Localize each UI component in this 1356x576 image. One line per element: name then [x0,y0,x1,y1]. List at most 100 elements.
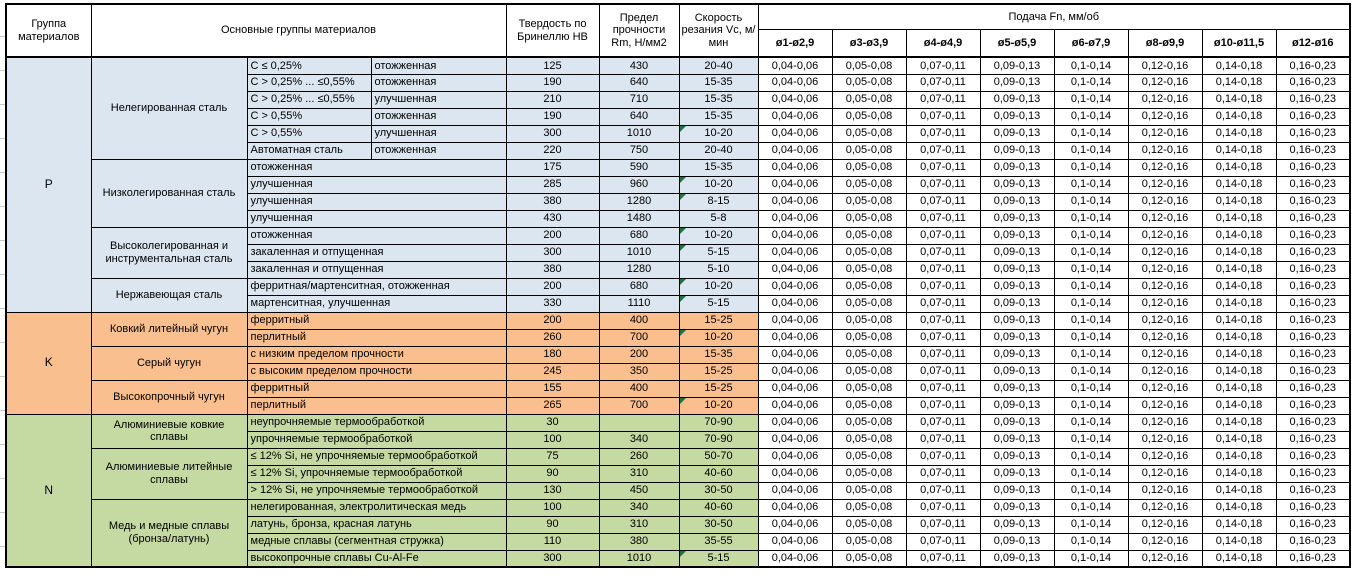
feed-value-cell[interactable]: 0,16-0,23 [1275,56,1351,75]
feed-value-cell[interactable]: 0,12-0,16 [1127,379,1203,398]
cutting-speed-cell[interactable]: 10-20 [678,396,759,415]
feed-value-cell[interactable]: 0,12-0,16 [1127,107,1203,126]
feed-value-cell[interactable]: 0,1-0,14 [1053,209,1129,228]
material-description-cell[interactable]: ≤ 12% Si, упрочняемые термообработкой [246,464,507,483]
strength-cell[interactable]: 1010 [598,549,680,568]
material-condition-cell[interactable]: C > 0,55% [246,124,372,143]
feed-value-cell[interactable]: 0,05-0,08 [831,515,907,534]
feed-value-cell[interactable]: 0,1-0,14 [1053,413,1129,432]
col-header-cutting-speed[interactable]: Скорость резания Vc, м/мин [678,3,759,58]
hardness-cell[interactable]: 245 [505,362,600,381]
feed-value-cell[interactable]: 0,07-0,11 [905,90,981,109]
feed-value-cell[interactable]: 0,09-0,13 [979,277,1055,296]
feed-value-cell[interactable]: 0,09-0,13 [979,328,1055,347]
feed-value-cell[interactable]: 0,14-0,18 [1201,328,1277,347]
material-condition-cell[interactable]: C > 0,25% ... ≤0,55% [246,90,372,109]
feed-value-cell[interactable]: 0,09-0,13 [979,226,1055,245]
feed-value-cell[interactable]: 0,14-0,18 [1201,396,1277,415]
feed-value-cell[interactable]: 0,12-0,16 [1127,56,1203,75]
col-header-strength[interactable]: Предел прочности Rm, Н/мм2 [598,3,680,58]
feed-value-cell[interactable]: 0,05-0,08 [831,192,907,211]
feed-value-cell[interactable]: 0,09-0,13 [979,515,1055,534]
feed-value-cell[interactable]: 0,14-0,18 [1201,345,1277,364]
feed-value-cell[interactable]: 0,04-0,06 [757,158,833,177]
feed-value-cell[interactable]: 0,16-0,23 [1275,549,1351,568]
material-description-cell[interactable]: улучшенная [246,175,507,194]
col-header-diameter-6[interactable]: ø8-ø9,9 [1127,28,1203,58]
col-header-diameter-4[interactable]: ø5-ø5,9 [979,28,1055,58]
feed-value-cell[interactable]: 0,12-0,16 [1127,226,1203,245]
material-state-cell[interactable]: отожженная [370,56,507,75]
feed-value-cell[interactable]: 0,05-0,08 [831,56,907,75]
hardness-cell[interactable]: 190 [505,107,600,126]
cutting-speed-cell[interactable]: 15-35 [678,107,759,126]
material-description-cell[interactable]: неупрочняемые термообработкой [246,413,507,432]
feed-value-cell[interactable]: 0,05-0,08 [831,294,907,313]
hardness-cell[interactable]: 200 [505,277,600,296]
strength-cell[interactable] [598,413,680,432]
feed-value-cell[interactable]: 0,04-0,06 [757,532,833,551]
feed-value-cell[interactable]: 0,05-0,08 [831,260,907,279]
feed-value-cell[interactable]: 0,07-0,11 [905,311,981,330]
feed-value-cell[interactable]: 0,04-0,06 [757,447,833,466]
cutting-speed-cell[interactable]: 30-50 [678,481,759,500]
feed-value-cell[interactable]: 0,09-0,13 [979,345,1055,364]
col-header-feed[interactable]: Подача Fn, мм/об [757,3,1351,30]
feed-value-cell[interactable]: 0,09-0,13 [979,124,1055,143]
col-header-material-group[interactable]: Группа материалов [5,3,92,58]
feed-value-cell[interactable]: 0,12-0,16 [1127,515,1203,534]
feed-value-cell[interactable]: 0,05-0,08 [831,226,907,245]
strength-cell[interactable]: 260 [598,447,680,466]
material-condition-cell[interactable]: Автоматная сталь [246,141,372,160]
feed-value-cell[interactable]: 0,09-0,13 [979,549,1055,568]
strength-cell[interactable]: 1010 [598,124,680,143]
cutting-speed-cell[interactable]: 50-70 [678,447,759,466]
feed-value-cell[interactable]: 0,04-0,06 [757,107,833,126]
feed-value-cell[interactable]: 0,09-0,13 [979,141,1055,160]
feed-value-cell[interactable]: 0,1-0,14 [1053,481,1129,500]
cutting-speed-cell[interactable]: 15-35 [678,90,759,109]
feed-value-cell[interactable]: 0,04-0,06 [757,124,833,143]
feed-value-cell[interactable]: 0,14-0,18 [1201,226,1277,245]
strength-cell[interactable]: 340 [598,430,680,449]
feed-value-cell[interactable]: 0,07-0,11 [905,73,981,92]
hardness-cell[interactable]: 380 [505,192,600,211]
feed-value-cell[interactable]: 0,04-0,06 [757,464,833,483]
hardness-cell[interactable]: 175 [505,158,600,177]
feed-value-cell[interactable]: 0,16-0,23 [1275,430,1351,449]
feed-value-cell[interactable]: 0,14-0,18 [1201,413,1277,432]
strength-cell[interactable]: 750 [598,141,680,160]
hardness-cell[interactable]: 260 [505,328,600,347]
feed-value-cell[interactable]: 0,1-0,14 [1053,345,1129,364]
feed-value-cell[interactable]: 0,1-0,14 [1053,532,1129,551]
feed-value-cell[interactable]: 0,16-0,23 [1275,532,1351,551]
feed-value-cell[interactable]: 0,12-0,16 [1127,124,1203,143]
material-description-cell[interactable]: отожженная [246,158,507,177]
cutting-speed-cell[interactable]: 40-60 [678,498,759,517]
feed-value-cell[interactable]: 0,05-0,08 [831,328,907,347]
feed-value-cell[interactable]: 0,09-0,13 [979,362,1055,381]
feed-value-cell[interactable]: 0,04-0,06 [757,294,833,313]
col-header-main-groups[interactable]: Основные группы материалов [90,3,507,58]
feed-value-cell[interactable]: 0,09-0,13 [979,532,1055,551]
strength-cell[interactable]: 680 [598,226,680,245]
feed-value-cell[interactable]: 0,07-0,11 [905,107,981,126]
feed-value-cell[interactable]: 0,09-0,13 [979,294,1055,313]
feed-value-cell[interactable]: 0,1-0,14 [1053,107,1129,126]
feed-value-cell[interactable]: 0,07-0,11 [905,379,981,398]
feed-value-cell[interactable]: 0,04-0,06 [757,56,833,75]
feed-value-cell[interactable]: 0,04-0,06 [757,413,833,432]
feed-value-cell[interactable]: 0,04-0,06 [757,396,833,415]
feed-value-cell[interactable]: 0,07-0,11 [905,498,981,517]
feed-value-cell[interactable]: 0,14-0,18 [1201,260,1277,279]
cutting-speed-cell[interactable]: 5-15 [678,549,759,568]
strength-cell[interactable]: 200 [598,345,680,364]
group-letter-cell[interactable]: P [5,56,92,313]
feed-value-cell[interactable]: 0,09-0,13 [979,56,1055,75]
feed-value-cell[interactable]: 0,07-0,11 [905,362,981,381]
feed-value-cell[interactable]: 0,09-0,13 [979,243,1055,262]
feed-value-cell[interactable]: 0,04-0,06 [757,345,833,364]
feed-value-cell[interactable]: 0,05-0,08 [831,532,907,551]
cutting-speed-cell[interactable]: 20-40 [678,141,759,160]
feed-value-cell[interactable]: 0,12-0,16 [1127,447,1203,466]
